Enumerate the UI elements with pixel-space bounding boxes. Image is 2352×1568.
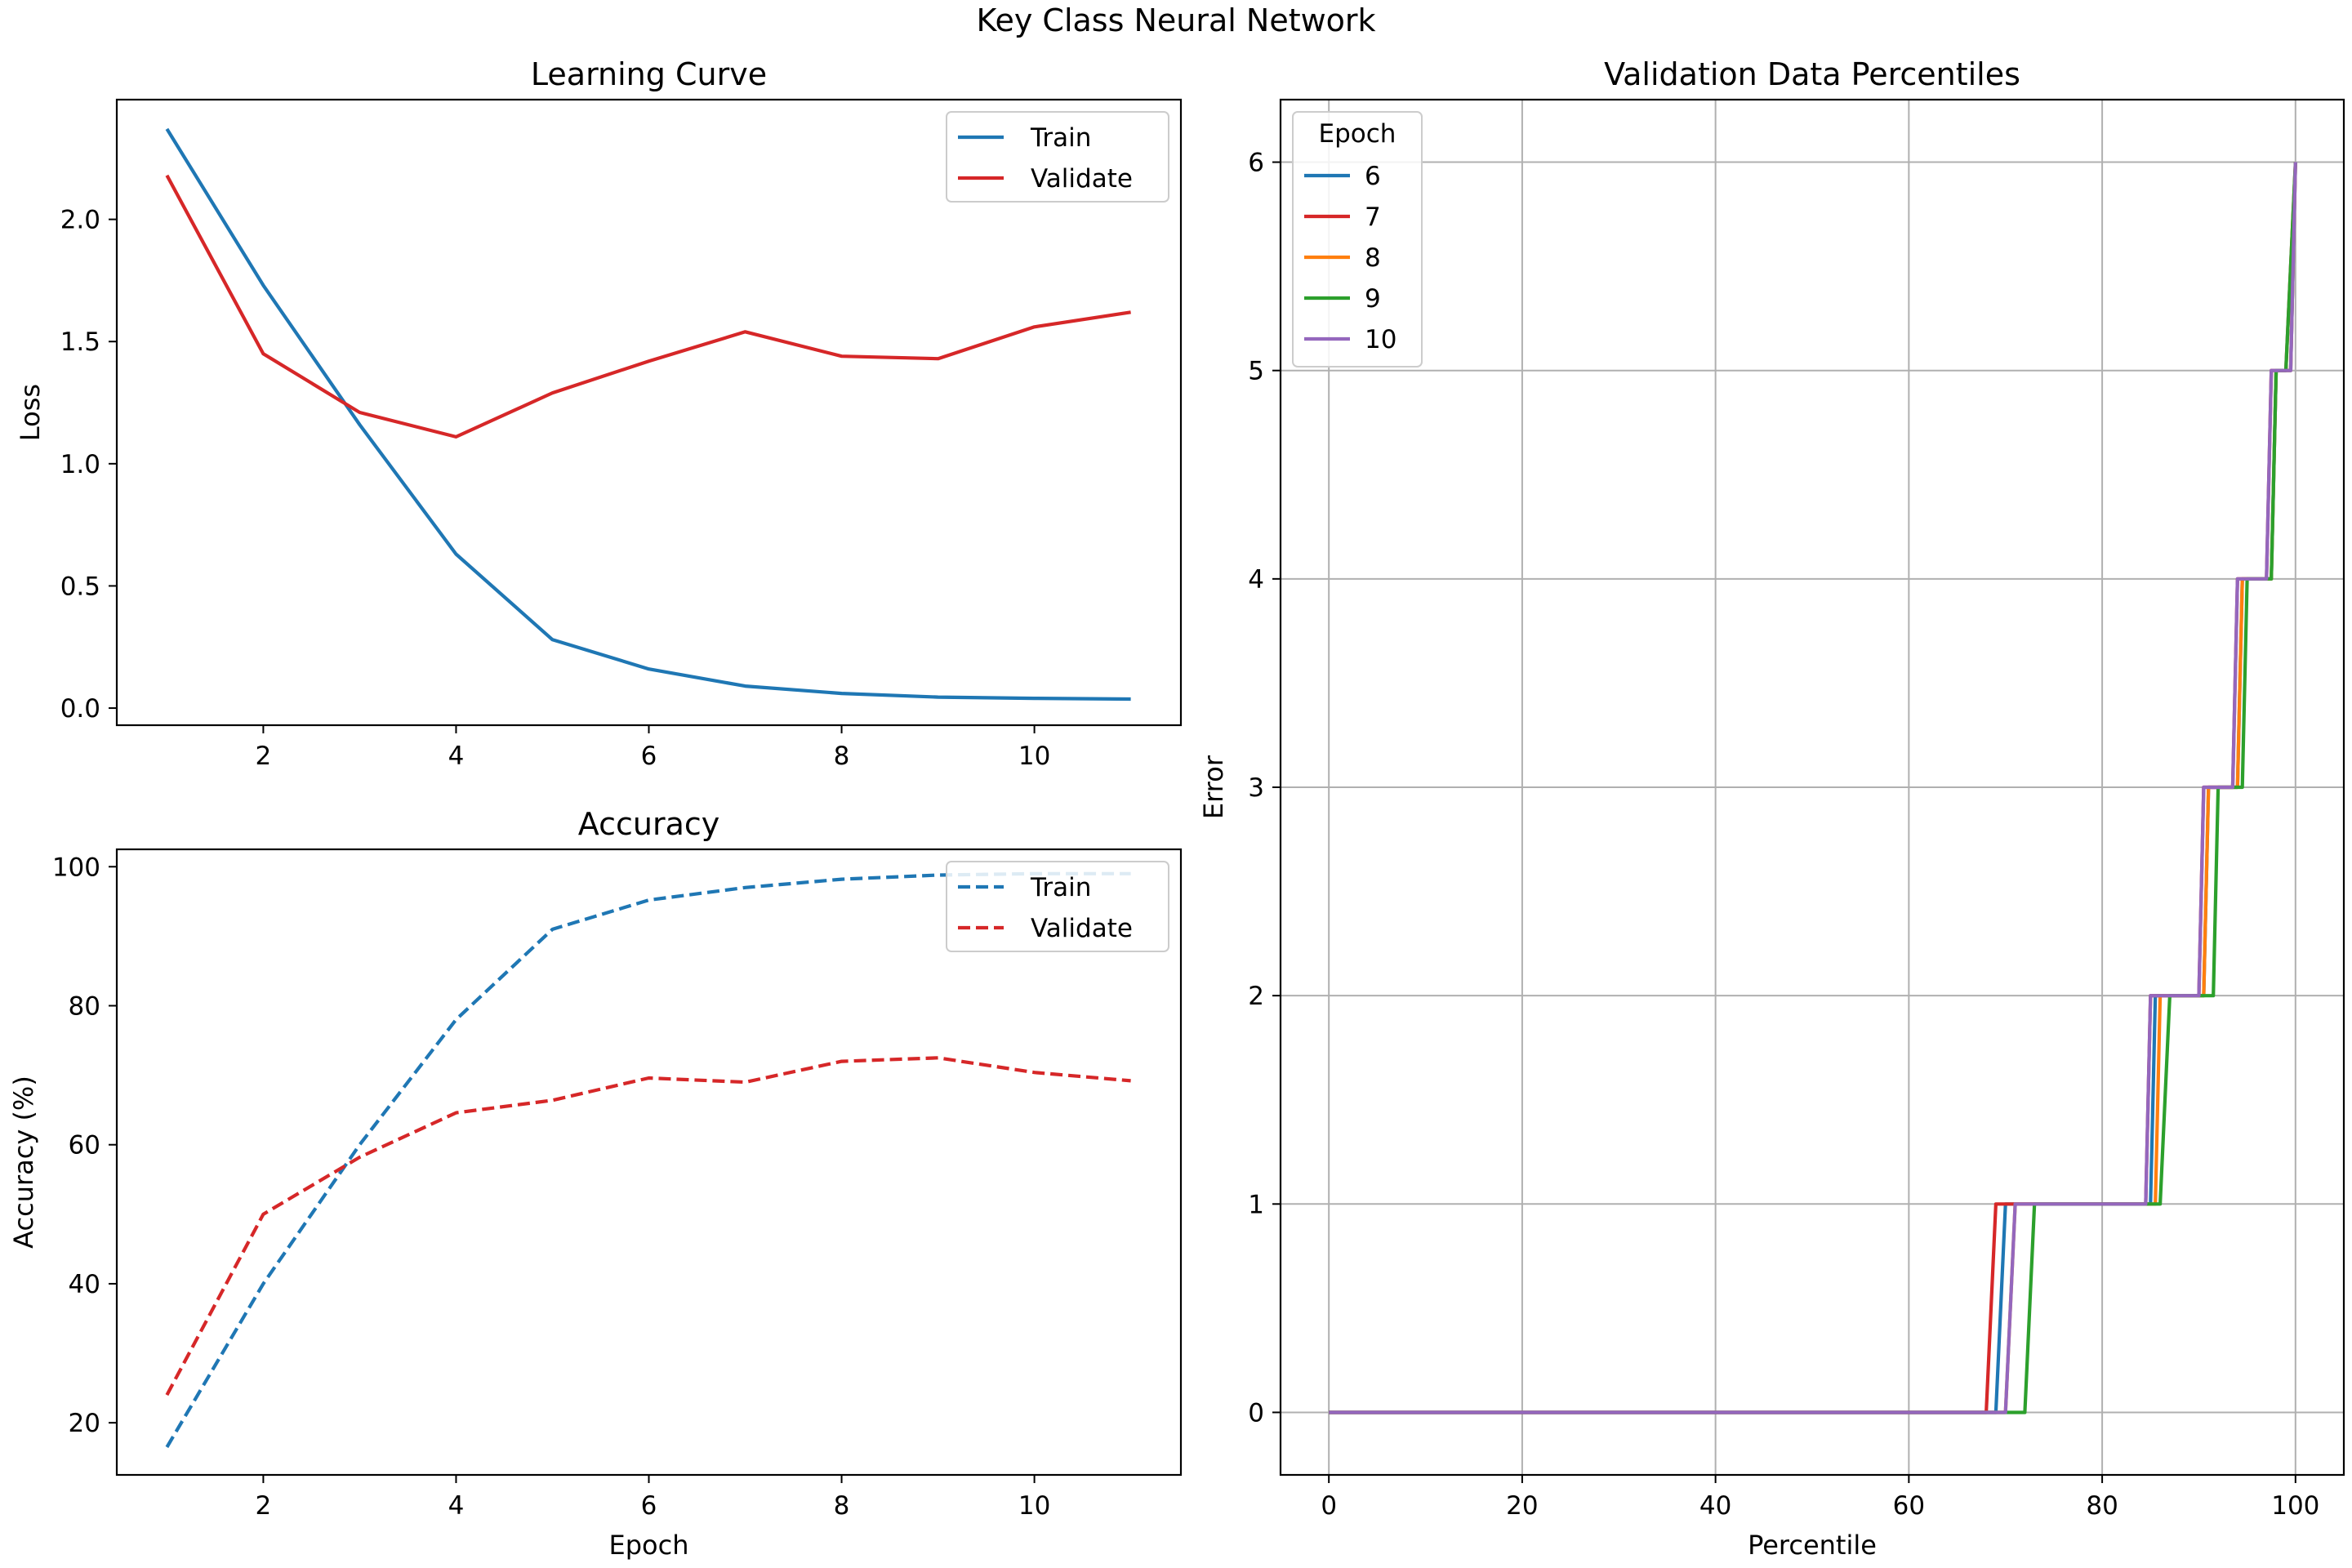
legend-label: 10 [1365, 325, 1396, 354]
x-axis-label: Epoch [609, 1530, 689, 1561]
legend-label: 8 [1365, 243, 1381, 273]
y-axis-label: Accuracy (%) [8, 1076, 39, 1249]
legend-label: Validate [1031, 914, 1133, 943]
y-tick-label: 4 [1248, 565, 1264, 595]
legend: Train Validate [946, 111, 1169, 203]
y-axis-label: Error [1198, 755, 1229, 819]
x-tick-label: 10 [1018, 1491, 1050, 1521]
y-tick-label: 3 [1248, 773, 1264, 803]
y-tick-label: 1.5 [60, 327, 100, 357]
x-tick-label: 4 [448, 1491, 465, 1521]
x-tick-label: 40 [1699, 1491, 1731, 1521]
y-tick-label: 60 [69, 1131, 100, 1160]
y-tick-label: 0.5 [60, 572, 100, 601]
series-line-train [165, 127, 1131, 702]
legend-label: 7 [1365, 203, 1381, 232]
y-tick-label: 6 [1248, 149, 1264, 178]
x-axis-label: Percentile [1748, 1530, 1877, 1561]
series-line-validate [165, 174, 1131, 439]
legend-box [1292, 111, 1423, 368]
learning-curve-panel: 2 4 6 8 10 0.0 0.5 1.0 1.5 2.0 Learning Curve Loss T… [15, 56, 1183, 771]
y-axis-label: Loss [15, 384, 46, 441]
legend: Train Validate [946, 861, 1169, 952]
x-tick-label: 6 [641, 1491, 657, 1521]
legend: Epoch 6 7 8 9 10 [1292, 111, 1423, 368]
x-tick-label: 4 [448, 742, 465, 771]
x-tick-label: 6 [641, 742, 657, 771]
x-tick-label: 60 [1893, 1491, 1925, 1521]
x-tick-label: 2 [256, 742, 272, 771]
legend-label: Train [1030, 123, 1091, 153]
y-tick-label: 2.0 [60, 206, 100, 235]
y-tick-label: 0 [1248, 1398, 1264, 1428]
panel-title: Learning Curve [531, 56, 767, 92]
y-tick-label: 0.0 [60, 694, 100, 724]
x-tick-label: 0 [1321, 1491, 1337, 1521]
y-tick-label: 1 [1248, 1190, 1264, 1219]
y-tick-label: 80 [69, 992, 100, 1022]
series-line-10 [1329, 162, 2297, 1414]
y-tick-label: 40 [69, 1270, 100, 1299]
y-tick-label: 2 [1248, 982, 1264, 1011]
accuracy-panel: 2 4 6 8 10 20 40 60 80 100 Accuracy Epoch Accuracy (… [8, 806, 1183, 1561]
x-tick-label: 80 [2086, 1491, 2118, 1521]
series-line-train [165, 871, 1131, 1449]
panel-title: Accuracy [578, 806, 720, 842]
y-tick-label: 20 [69, 1409, 100, 1438]
validation-percentiles-panel: 0 20 40 60 80 100 0 1 2 3 4 5 6 Validation Data Perce… [1198, 56, 2345, 1561]
x-tick-label: 8 [834, 1491, 850, 1521]
y-tick-label: 1.0 [60, 450, 100, 479]
x-tick-label: 8 [834, 742, 850, 771]
legend-label: 9 [1365, 284, 1381, 314]
y-tick-label: 100 [52, 853, 100, 882]
figure-title: Key Class Neural Network [976, 2, 1375, 38]
legend-label: Validate [1031, 164, 1133, 194]
x-tick-label: 10 [1018, 742, 1050, 771]
panel-title: Validation Data Percentiles [1604, 56, 2020, 92]
x-tick-label: 20 [1506, 1491, 1538, 1521]
x-tick-label: 100 [2271, 1491, 2319, 1521]
y-tick-label: 5 [1248, 357, 1264, 386]
legend-title: Epoch [1319, 119, 1396, 149]
legend-label: 6 [1365, 162, 1381, 191]
x-tick-label: 2 [256, 1491, 272, 1521]
legend-label: Train [1030, 873, 1091, 902]
series-line-validate [165, 1056, 1131, 1396]
